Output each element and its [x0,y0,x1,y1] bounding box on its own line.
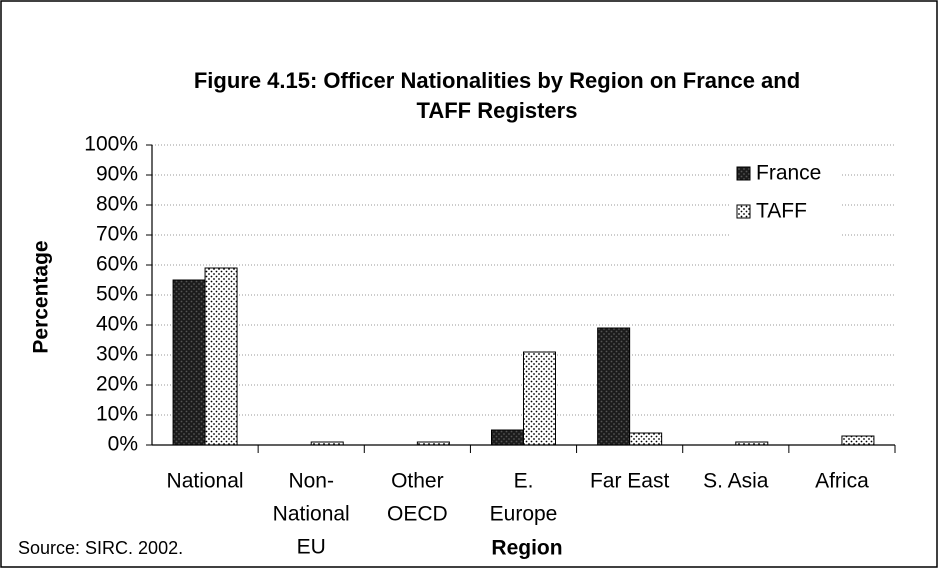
x-tick-label: Non- [288,470,334,493]
x-tick-label: OECD [387,503,448,526]
y-tick-label: 80% [96,193,138,216]
legend-label: TAFF [756,200,807,223]
y-tick-label: 90% [96,163,138,186]
x-tick-label: Europe [490,503,558,526]
y-tick-label: 30% [96,343,138,366]
y-tick-label: 60% [96,253,138,276]
y-tick-label: 0% [108,433,138,456]
legend-swatch [736,204,751,219]
x-tick-label: Far East [590,470,670,493]
y-tick-label: 70% [96,223,138,246]
bar [597,327,631,446]
bar [491,429,524,446]
y-tick-label: 50% [96,283,138,306]
y-tick-label: 10% [96,403,138,426]
bar [523,351,556,446]
x-tick-label: Other [391,470,444,493]
x-tick-label: S. Asia [703,470,769,493]
y-tick-label: 20% [96,373,138,396]
bar [172,279,206,446]
y-axis-label: Percentage [30,240,53,353]
x-tick-label: EU [297,536,326,559]
x-tick-label: National [167,470,244,493]
legend-label: France [756,162,821,185]
bar [204,267,238,446]
x-axis-label: Region [491,537,562,560]
x-tick-label: Africa [815,470,869,493]
chart-title: TAFF Registers [417,98,578,123]
source-note: Source: SIRC. 2002. [18,538,183,558]
legend-swatch [736,166,751,181]
x-tick-label: National [273,503,350,526]
bar [629,432,663,446]
x-tick-label: E. [514,470,534,493]
y-tick-label: 40% [96,313,138,336]
chart-title: Figure 4.15: Officer Nationalities by Re… [194,68,800,93]
y-tick-label: 100% [84,133,138,156]
bar [841,435,875,446]
